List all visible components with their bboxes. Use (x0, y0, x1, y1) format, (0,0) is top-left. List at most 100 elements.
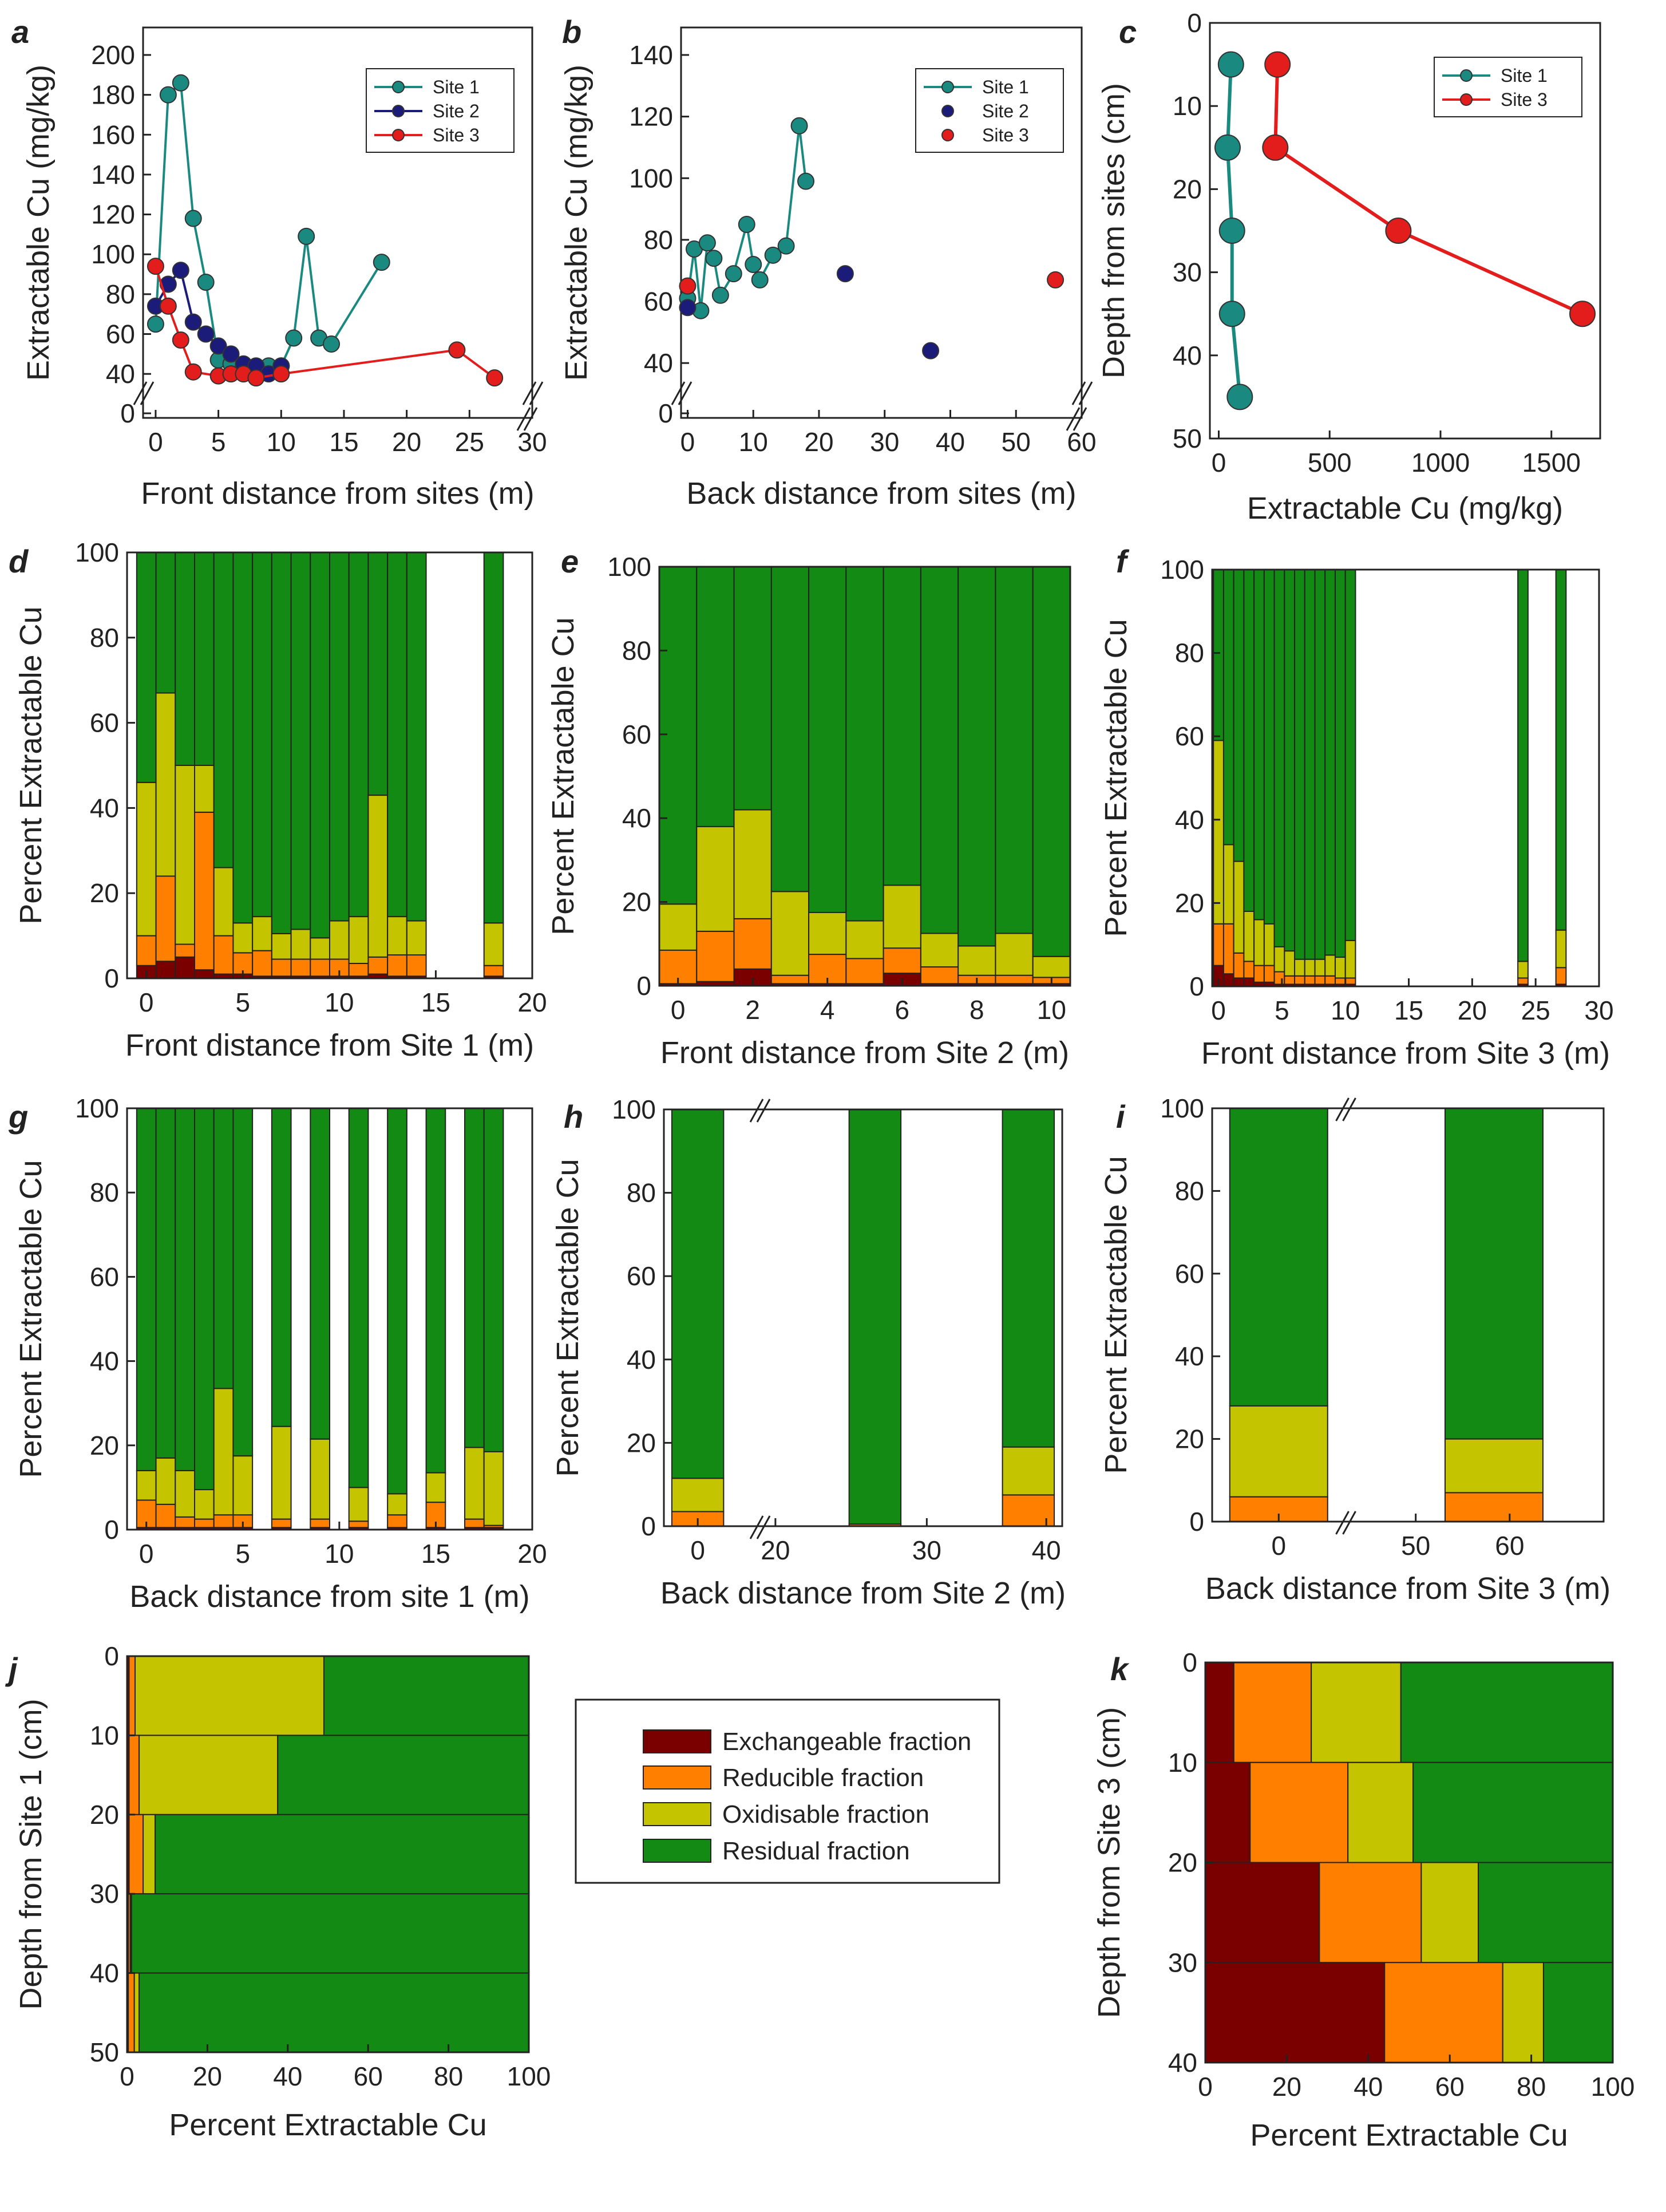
x-tick-label: 5 (211, 427, 226, 457)
data-point (172, 74, 189, 92)
bar-segment-oxidisable (232, 1455, 254, 1516)
bar-segment-residual (845, 566, 884, 922)
stacked-bar (483, 552, 504, 979)
x-axis-title: Back distance from sites (m) (686, 476, 1076, 511)
legend-swatch-reducible (643, 1765, 711, 1790)
stacked-bar (348, 552, 369, 979)
chart-panels: a0 5 10 15 20 25 304060801001201401601802000Ex… (5, 8, 1635, 2152)
x-tick-label: 0 (1212, 448, 1226, 477)
plot-frame (658, 566, 1071, 987)
bar-segment-residual (1229, 1108, 1328, 1407)
bar-segment-residual (310, 1108, 330, 1440)
x-axis-title: Back distance from Site 3 (m) (1205, 1571, 1610, 1606)
y-tick-label: 0 (120, 398, 135, 428)
legend-box (915, 68, 1064, 153)
plot-frame (1209, 22, 1601, 440)
x-tick-label: 15 (1394, 996, 1423, 1025)
x-tick-label: 0 (690, 1535, 705, 1565)
stacked-bar (1233, 569, 1245, 987)
x-tick-label: 5 (235, 988, 250, 1017)
bar-segment-reducible (1233, 952, 1245, 979)
panel-i: i 0 50 60 0 20 40 60 80 100 Percent Extractable Cu… (1099, 1093, 1610, 1606)
x-tick-label: 10 (1331, 996, 1360, 1025)
bar-segment-oxidisable (1243, 910, 1255, 962)
y-axis-title: Percent Extractable Cu (14, 1160, 48, 1478)
x-axis-break (1073, 407, 1087, 431)
y-tick-label: 30 (1173, 258, 1202, 287)
x-axis-title: Back distance from Site 2 (m) (660, 1576, 1066, 1610)
bar-segment-residual (848, 1109, 902, 1525)
stacked-bar (387, 1108, 407, 1531)
bar-segment-reducible (155, 875, 176, 962)
bar-segment-oxidisable (133, 1972, 140, 2053)
legend-label-oxidisable: Oxidisable fraction (722, 1800, 929, 1828)
x-tick-label: 4 (820, 995, 835, 1025)
stacked-bar (671, 1109, 725, 1527)
legend-label: Site 1 (1501, 65, 1548, 86)
x-tick-label: 40 (1032, 1535, 1061, 1565)
x-tick-label: 25 (455, 427, 484, 457)
bar-segment-oxidisable (1002, 1446, 1055, 1496)
x-tick-label: 20 (1272, 2072, 1301, 2102)
stacked-bar (194, 1108, 215, 1531)
bar-segment-reducible (155, 1503, 176, 1528)
bar-segment-residual (175, 552, 195, 766)
bar-segment-residual (348, 552, 369, 918)
stacked-bar (271, 1108, 292, 1531)
bar-segment-oxidisable (155, 692, 176, 877)
x-tick-label: 100 (1591, 2072, 1635, 2102)
bar-segment-residual (1412, 1761, 1614, 1863)
series-site-2 (679, 265, 940, 360)
bar-segment-residual (1314, 569, 1326, 960)
data-point (209, 337, 227, 355)
stacked-bar (1284, 569, 1296, 987)
bar-segment-residual (995, 566, 1034, 934)
data-point (922, 342, 940, 360)
panel-b: b 0 10 20 30 40 50 60 40 60 80 100 120 140 0 Extractabl… (559, 14, 1097, 511)
bar-segment-oxidisable (1233, 860, 1245, 954)
panel-letter: k (1110, 1651, 1130, 1687)
bar-segment-oxidisable (1213, 740, 1224, 925)
x-tick-label: 15 (329, 427, 358, 457)
bar-segment-reducible (1263, 965, 1275, 983)
y-tick-label: 40 (622, 803, 651, 833)
x-axis-break (1342, 1511, 1356, 1535)
bar-segment-reducible (1273, 971, 1285, 985)
y-tick-label: 100 (612, 1095, 656, 1124)
bar-segment-reducible (1314, 975, 1326, 985)
bar-segment-reducible (770, 974, 810, 985)
stacked-bar (406, 552, 427, 979)
bar-segment-residual (155, 1814, 529, 1895)
bar-segment-oxidisable (483, 922, 504, 966)
data-point (373, 254, 390, 271)
series-site-2 (147, 262, 290, 383)
bar-segment-reducible (387, 954, 407, 977)
bar-segment-oxidisable (1294, 958, 1305, 977)
stacked-bar (848, 1109, 902, 1527)
bar-segment-residual (329, 552, 350, 922)
bar-segment-reducible (733, 918, 772, 970)
bar-segment-residual (136, 1108, 157, 1471)
bar-segment-residual (1304, 569, 1316, 960)
x-tick-label: 0 (120, 2061, 134, 2091)
x-tick-label: 0 (148, 427, 163, 457)
stacked-bar (1213, 569, 1224, 987)
x-axis-break (523, 407, 538, 431)
data-point (147, 315, 164, 333)
y-tick-label: 0 (1187, 8, 1202, 38)
bar-segment-oxidisable (1229, 1405, 1328, 1498)
bar-segment-oxidisable (290, 929, 311, 960)
stacked-bar (1229, 1108, 1328, 1522)
x-tick-label: 60 (1067, 427, 1096, 457)
plot-frame (680, 26, 1083, 419)
bar-segment-reducible (310, 958, 330, 977)
bar-segment-exchangeable (1233, 977, 1245, 987)
data-point (298, 227, 315, 245)
bar-segment-reducible (995, 974, 1034, 985)
data-point (1218, 301, 1245, 327)
x-tick-label: 20 (761, 1535, 790, 1565)
bar-segment-reducible (920, 966, 959, 985)
bar-segment-oxidisable (696, 825, 735, 932)
x-tick-label: 80 (1517, 2072, 1546, 2102)
